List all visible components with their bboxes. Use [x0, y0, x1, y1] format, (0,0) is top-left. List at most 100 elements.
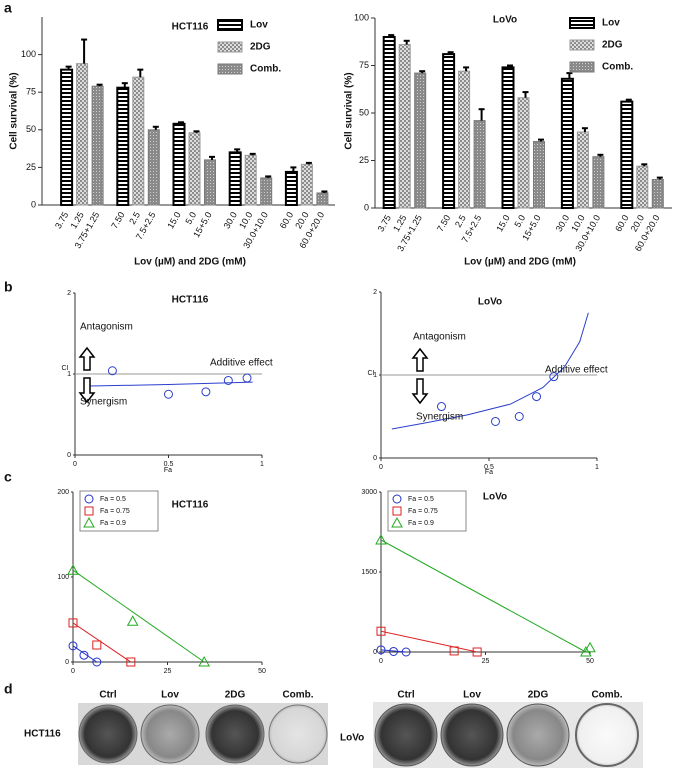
annotation: Synergism	[416, 412, 463, 423]
y-tick-label: 0	[373, 455, 377, 462]
bar	[501, 66, 515, 210]
x-axis-label: Lov (µM) and 2DG (mM)	[134, 257, 246, 268]
bar	[172, 122, 186, 206]
y-tick-label: 200	[57, 489, 69, 496]
plate	[440, 703, 504, 767]
bar	[228, 151, 242, 206]
column-label: Comb.	[282, 690, 313, 701]
bar	[620, 100, 634, 209]
legend-label: Fa = 0.5	[408, 496, 434, 503]
bar	[576, 131, 589, 209]
y-tick-label: 75	[359, 60, 369, 70]
marker	[375, 533, 387, 545]
arrow-up	[411, 347, 429, 372]
marker	[436, 402, 446, 412]
bar-label: 2.5	[453, 213, 468, 229]
marker	[376, 626, 386, 636]
bar	[260, 177, 273, 206]
legend-label: Fa = 0.5	[100, 496, 126, 503]
marker	[68, 618, 78, 628]
y-tick-label: 100	[57, 574, 69, 581]
panel-label: c	[4, 469, 12, 485]
bar	[651, 179, 664, 209]
bar	[458, 70, 471, 209]
bar-label: 7.50	[435, 213, 452, 233]
isobole	[72, 622, 132, 663]
legend-swatch	[217, 41, 243, 53]
legend-label: Fa = 0.75	[100, 508, 130, 515]
marker	[584, 641, 596, 653]
y-tick-label: 100	[354, 12, 369, 22]
x-tick-label: 0	[379, 658, 383, 665]
legend-swatch	[217, 19, 243, 31]
y-tick-label: 1500	[361, 569, 377, 576]
plate	[268, 704, 328, 764]
marker	[126, 657, 136, 667]
x-tick-label: 1	[595, 464, 599, 471]
marker	[579, 645, 592, 657]
marker	[514, 412, 524, 421]
y-tick-label: 25	[359, 155, 369, 165]
bar	[76, 63, 89, 206]
isobole	[72, 569, 205, 663]
y-axis-label: CI	[368, 370, 375, 377]
column-label: Ctrl	[397, 690, 414, 701]
legend-label: Lov	[250, 20, 268, 31]
y-axis-label: CI	[62, 365, 69, 372]
fit-curve	[391, 312, 589, 430]
bar	[517, 97, 530, 209]
marker	[449, 646, 459, 656]
marker	[126, 615, 139, 626]
legend-label: Comb.	[602, 62, 633, 73]
y-tick-label: 25	[26, 162, 36, 172]
marker	[107, 366, 117, 376]
marker	[490, 416, 500, 426]
chart-title: HCT116	[172, 295, 209, 306]
x-tick-label: 0	[71, 668, 75, 675]
y-tick-label: 1	[373, 372, 377, 379]
bar	[244, 154, 257, 206]
annotation: Antagonism	[413, 332, 466, 343]
panel-label: a	[4, 0, 12, 16]
chart-title: LoVo	[483, 492, 507, 503]
isobole	[72, 645, 98, 663]
plate	[78, 704, 138, 764]
plate	[205, 704, 265, 764]
y-tick-label: 0	[31, 199, 36, 209]
arrow-up	[78, 346, 96, 371]
arrow-down	[411, 378, 429, 405]
bar-label: 60.0	[278, 210, 295, 230]
x-tick-label: 25	[482, 658, 490, 665]
marker	[376, 645, 386, 655]
marker	[83, 516, 95, 528]
legend-label: 2DG	[602, 40, 623, 51]
bar	[204, 159, 216, 206]
bar	[300, 163, 313, 206]
bar-label: 15.0	[165, 210, 182, 230]
legend-swatch	[569, 17, 595, 29]
arrow-down	[78, 377, 96, 404]
chart-title: HCT116	[172, 22, 209, 33]
marker	[92, 657, 102, 667]
marker	[549, 372, 559, 382]
row-label: HCT116	[24, 729, 61, 740]
annotation: Synergism	[80, 397, 127, 408]
row-label: LoVo	[340, 733, 364, 744]
y-tick-label: 1	[67, 371, 71, 378]
bar-label: 3.75	[376, 213, 393, 233]
bar	[188, 132, 201, 206]
x-axis-label: Lov (µM) and 2DG (mM)	[464, 257, 576, 268]
y-tick-label: 3000	[361, 489, 377, 496]
bar	[533, 141, 545, 209]
x-tick-label: 50	[258, 668, 266, 675]
isobole	[380, 630, 478, 653]
bar	[414, 72, 427, 209]
y-axis-label: Cell survival (%)	[9, 72, 20, 149]
marker	[391, 516, 403, 528]
legend-label: Fa = 0.9	[100, 520, 126, 527]
bar-label: 7.50	[109, 210, 126, 230]
y-tick-label: 0	[65, 659, 69, 666]
bar-label: 60.0	[613, 213, 630, 233]
x-tick-label: 1	[260, 461, 264, 468]
marker	[201, 387, 211, 397]
